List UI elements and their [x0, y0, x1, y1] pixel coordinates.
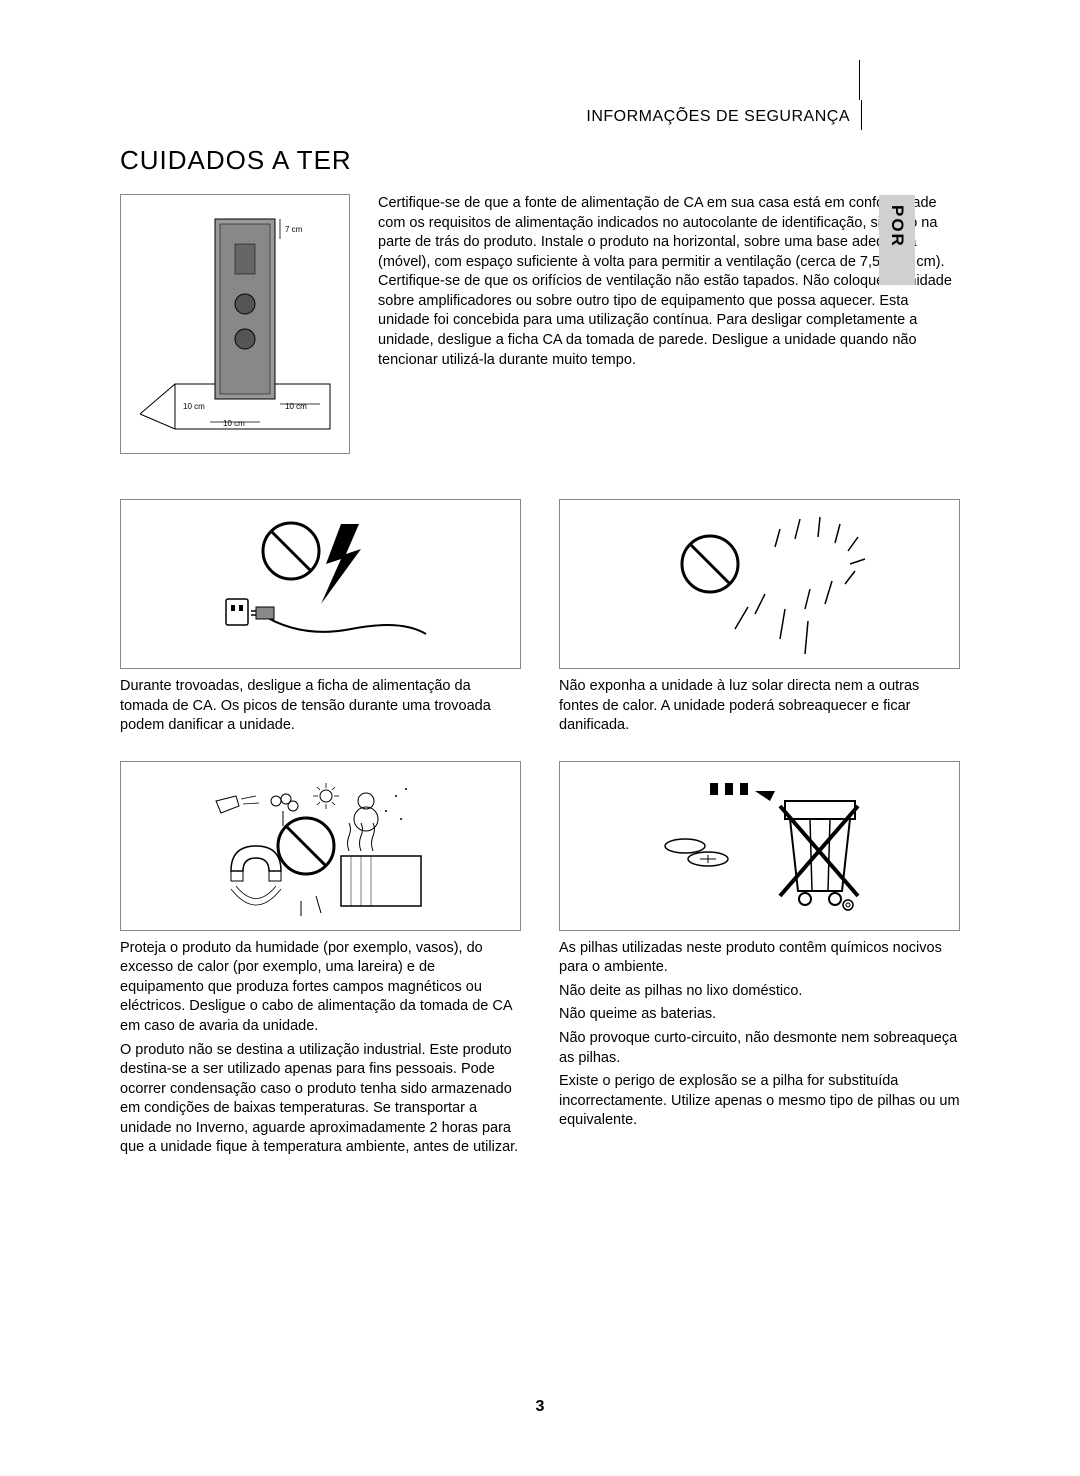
page-number: 3 — [0, 1398, 1080, 1416]
lightning-icon — [201, 509, 441, 659]
page-title: CUIDADOS A TER — [120, 145, 960, 176]
speaker-clearance-figure: 7 cm 10 cm 10 cm 10 cm — [120, 194, 350, 454]
sunlight-caption: Não exponha a unidade à luz solar direct… — [559, 677, 960, 736]
clearance-top-label: 7 cm — [285, 225, 303, 234]
clearance-bottom-label: 10 cm — [223, 419, 245, 428]
sun-icon — [640, 509, 880, 659]
humidity-figure — [120, 761, 521, 931]
battery-caption-block: As pilhas utilizadas neste produto contê… — [559, 939, 960, 1131]
battery-p4: Não provoque curto-circuito, não desmont… — [559, 1029, 960, 1068]
battery-p3: Não queime as baterias. — [559, 1005, 960, 1025]
battery-p2: Não deite as pilhas no lixo doméstico. — [559, 982, 960, 1002]
humidity-icon — [201, 771, 441, 921]
manual-page: INFORMAÇÕES DE SEGURANÇA POR CUIDADOS A … — [0, 0, 1080, 1476]
clearance-left-label: 10 cm — [183, 402, 205, 411]
language-tab: POR — [879, 195, 915, 285]
header-divider-right — [861, 100, 862, 130]
humidity-caption-block: Proteja o produto da humidade (por exemp… — [120, 939, 521, 1158]
battery-p1: As pilhas utilizadas neste produto contê… — [559, 939, 960, 978]
lightning-caption: Durante trovoadas, desligue a ficha de a… — [120, 677, 521, 736]
intro-row: 7 cm 10 cm 10 cm 10 cm Certifique-se de … — [120, 194, 960, 454]
battery-p5: Existe o perigo de explosão se a pilha f… — [559, 1072, 960, 1131]
battery-disposal-icon — [640, 771, 880, 921]
header-section-label: INFORMAÇÕES DE SEGURANÇA — [586, 108, 850, 126]
lightning-figure — [120, 499, 521, 669]
sunlight-figure — [559, 499, 960, 669]
warning-humidity: Proteja o produto da humidade (por exemp… — [120, 761, 521, 1162]
warning-grid: Durante trovoadas, desligue a ficha de a… — [120, 499, 960, 1162]
warning-batteries: As pilhas utilizadas neste produto contê… — [559, 761, 960, 1162]
warning-lightning: Durante trovoadas, desligue a ficha de a… — [120, 499, 521, 736]
clearance-right-label: 10 cm — [285, 402, 307, 411]
main-paragraph: Certifique-se de que a fonte de alimenta… — [378, 194, 960, 454]
speaker-diagram-icon: 7 cm 10 cm 10 cm 10 cm — [135, 204, 335, 444]
humidity-p2: O produto não se destina a utilização in… — [120, 1041, 521, 1158]
warning-sunlight: Não exponha a unidade à luz solar direct… — [559, 499, 960, 736]
header-divider-top — [859, 60, 860, 100]
battery-figure — [559, 761, 960, 931]
humidity-p1: Proteja o produto da humidade (por exemp… — [120, 939, 521, 1037]
